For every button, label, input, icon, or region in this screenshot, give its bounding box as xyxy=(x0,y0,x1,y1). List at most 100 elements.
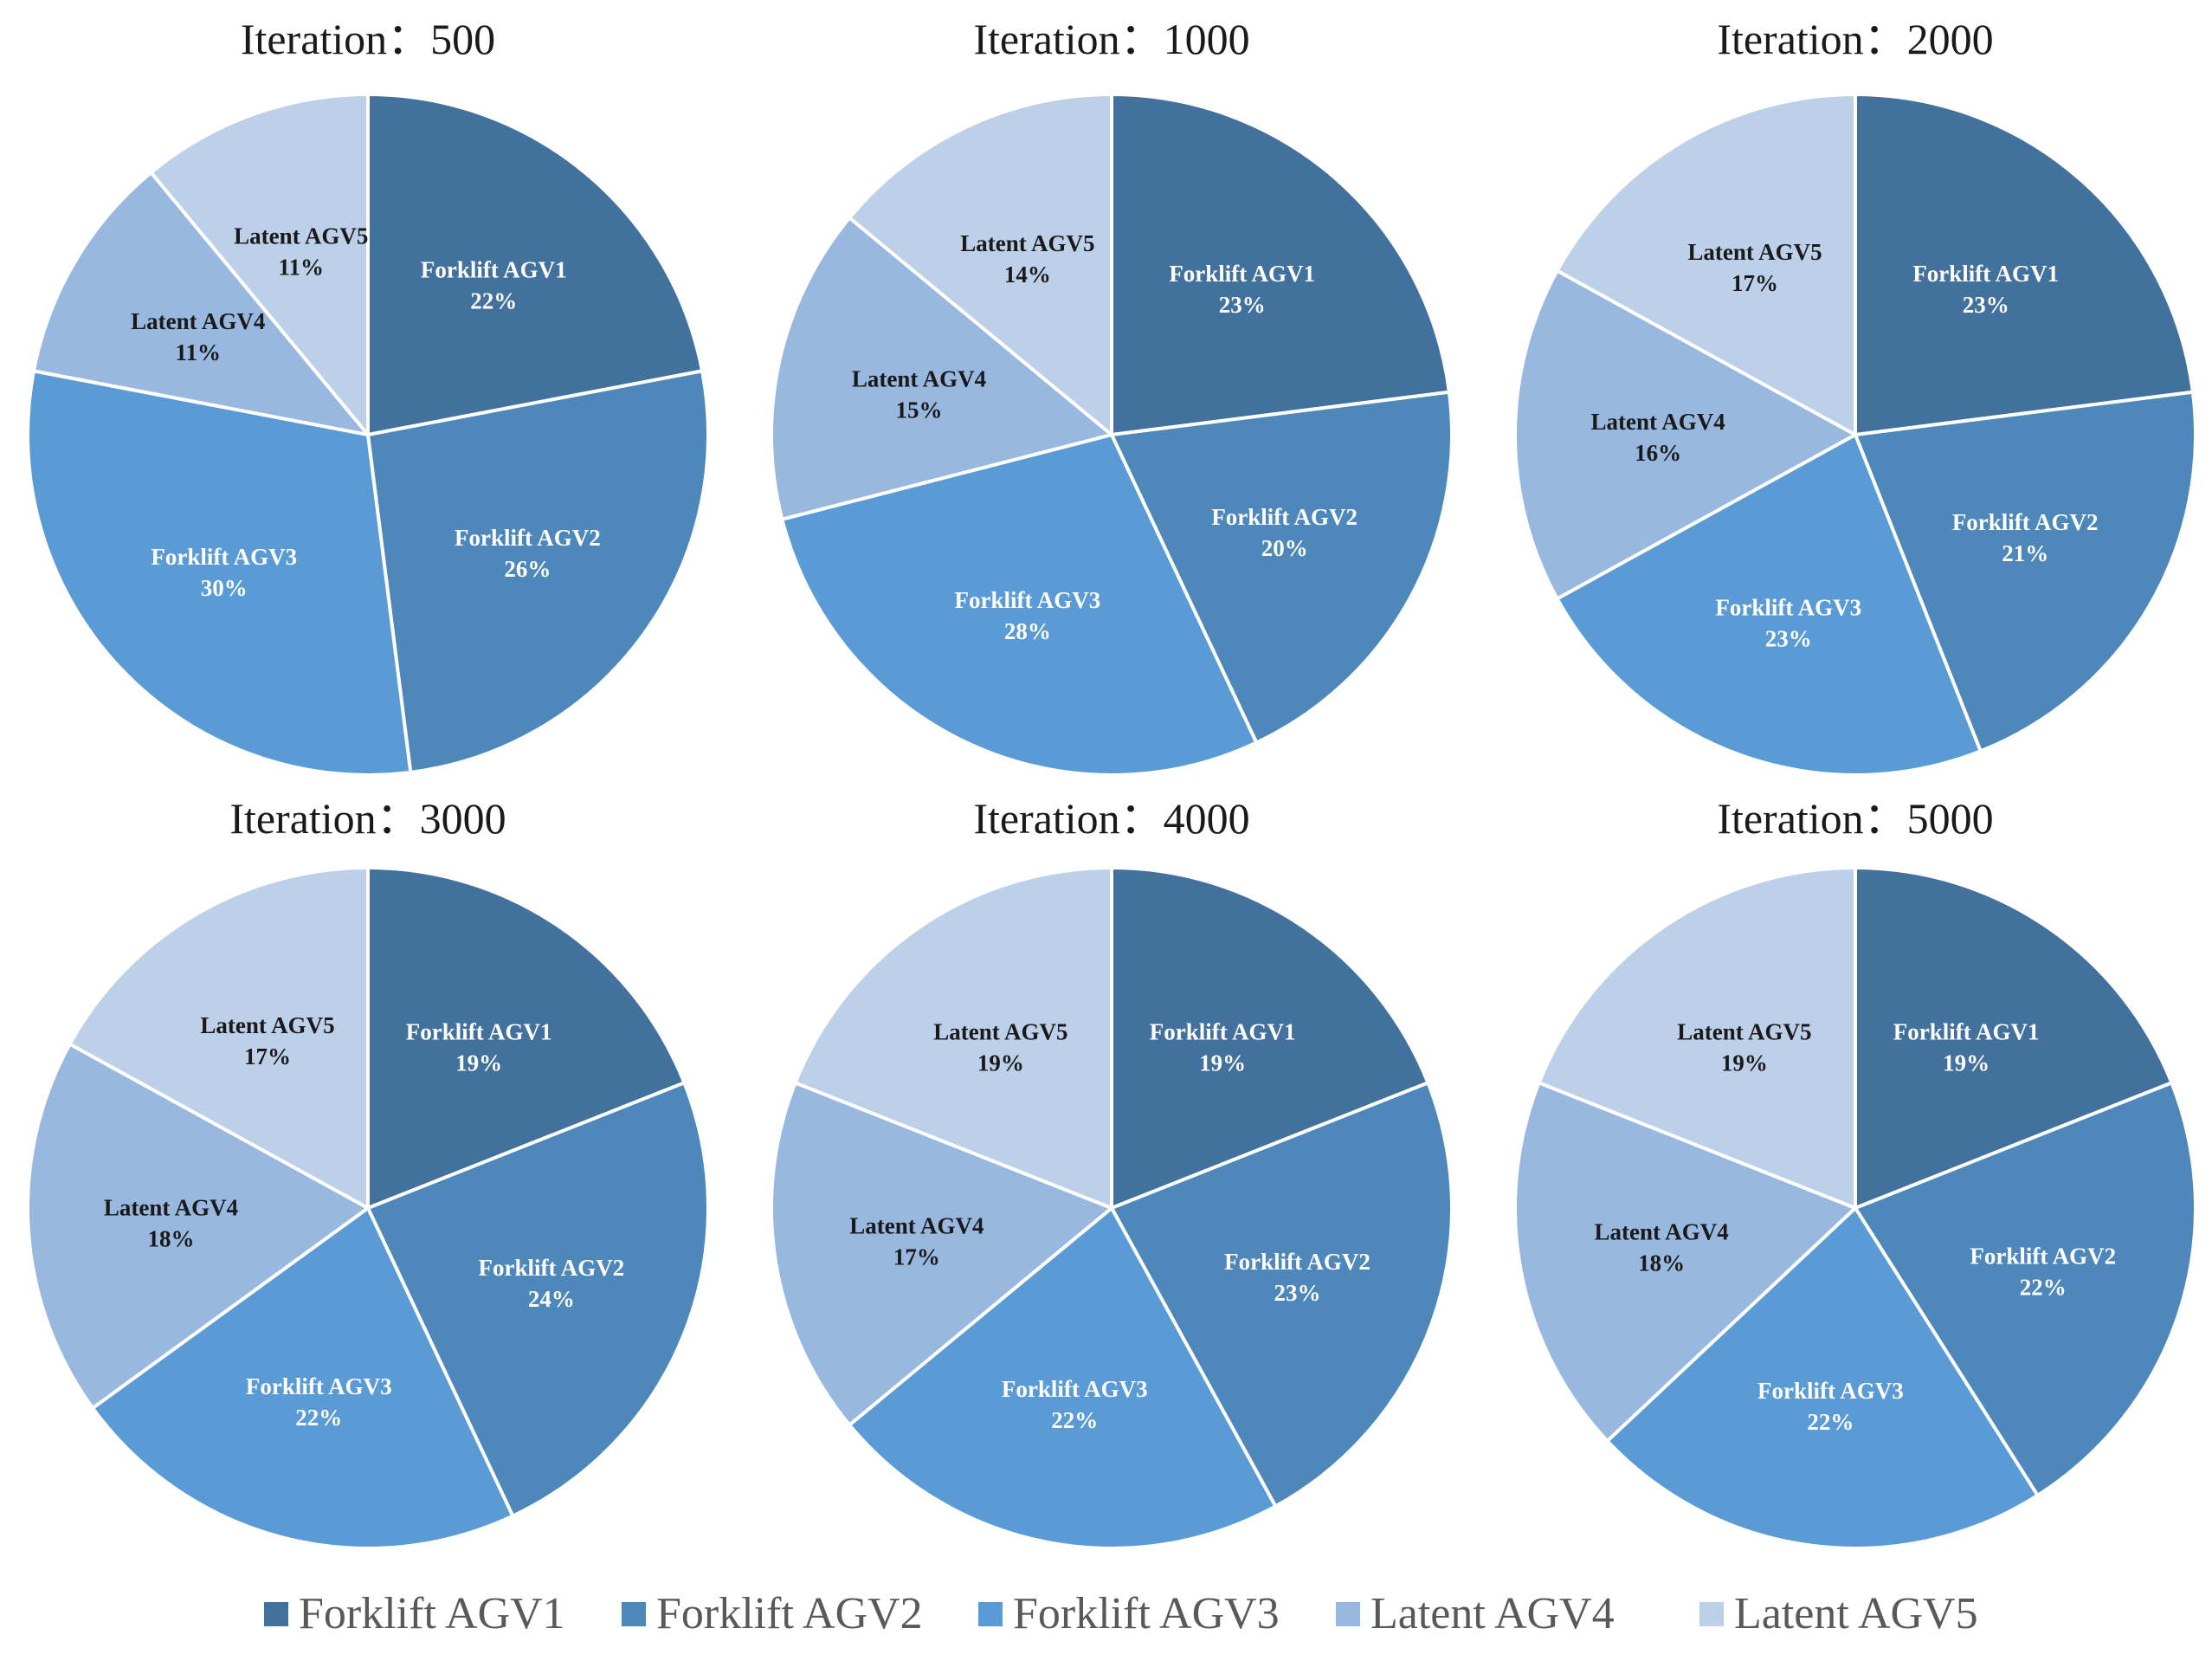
slice-forklift-agv3 xyxy=(1605,1206,2040,1550)
slice-value-latent-agv5: 19% xyxy=(1721,1050,1768,1076)
slice-forklift-agv1 xyxy=(1110,866,1430,1210)
pie-chart-1: Iteration：500 Forklift AGV1 22% Forklift AG… xyxy=(26,15,710,777)
slice-value-forklift-agv1: 22% xyxy=(470,288,517,313)
slice-label-forklift-agv3: Forklift AGV3 xyxy=(151,544,297,570)
slice-value-forklift-agv1: 19% xyxy=(1199,1050,1246,1076)
slice-latent-agv4 xyxy=(26,1042,370,1410)
slice-label-latent-agv4: Latent AGV4 xyxy=(104,1194,238,1220)
slice-label-forklift-agv2: Forklift AGV2 xyxy=(455,525,601,551)
slice-label-latent-agv5: Latent AGV5 xyxy=(200,1012,334,1038)
slice-forklift-agv3 xyxy=(1555,433,1983,777)
legend-label: Forklift AGV1 xyxy=(299,1589,565,1638)
chart-title: Iteration：5000 xyxy=(1717,794,1993,843)
slice-value-latent-agv5: 14% xyxy=(1004,262,1051,288)
slice-value-forklift-agv3: 30% xyxy=(201,575,248,601)
slice-label-latent-agv4: Latent AGV4 xyxy=(849,1213,983,1239)
slice-latent-agv5 xyxy=(1537,866,1857,1210)
slice-value-forklift-agv3: 22% xyxy=(1807,1409,1854,1435)
legend-swatch xyxy=(1336,1602,1360,1626)
slice-latent-agv5 xyxy=(793,866,1113,1210)
slice-label-forklift-agv1: Forklift AGV1 xyxy=(406,1019,552,1045)
slice-latent-agv4 xyxy=(1513,1081,1857,1444)
chart-title: Iteration：3000 xyxy=(229,794,506,843)
pie-chart-4: Iteration：3000 Forklift AGV1 19% Forklift A… xyxy=(26,794,710,1550)
slice-forklift-agv3 xyxy=(26,369,413,777)
slice-forklift-agv1 xyxy=(1854,866,2174,1210)
legend-item-latent-agv5: Latent AGV5 xyxy=(1699,1589,1978,1638)
slice-label-forklift-agv1: Forklift AGV1 xyxy=(1169,261,1315,287)
slice-label-forklift-agv1: Forklift AGV1 xyxy=(1912,261,2059,287)
slice-label-forklift-agv1: Forklift AGV1 xyxy=(1893,1019,2040,1045)
legend-swatch xyxy=(264,1602,288,1626)
slice-label-forklift-agv3: Forklift AGV3 xyxy=(955,587,1101,613)
legend-label: Forklift AGV2 xyxy=(656,1589,923,1638)
slice-value-forklift-agv1: 23% xyxy=(1963,292,2009,318)
slice-value-forklift-agv3: 22% xyxy=(1051,1407,1098,1433)
slice-label-latent-agv5: Latent AGV5 xyxy=(1677,1019,1811,1045)
slice-value-forklift-agv2: 22% xyxy=(2020,1274,2067,1300)
slice-value-forklift-agv3: 28% xyxy=(1004,618,1051,644)
slice-forklift-agv2 xyxy=(1110,390,1454,745)
slice-value-latent-agv4: 18% xyxy=(148,1225,195,1251)
slice-value-latent-agv5: 11% xyxy=(279,255,325,281)
slice-forklift-agv2 xyxy=(1854,1081,2197,1497)
slice-forklift-agv1 xyxy=(1854,93,2195,436)
slice-label-forklift-agv3: Forklift AGV3 xyxy=(1002,1376,1148,1402)
slice-forklift-agv3 xyxy=(91,1206,515,1550)
slice-forklift-agv2 xyxy=(1854,390,2197,753)
slice-value-forklift-agv2: 23% xyxy=(1274,1280,1321,1306)
chart-title: Iteration：2000 xyxy=(1717,15,1993,63)
slice-value-latent-agv4: 18% xyxy=(1638,1250,1685,1276)
slice-latent-agv5 xyxy=(68,866,370,1210)
legend-label: Forklift AGV3 xyxy=(1013,1589,1280,1638)
slice-forklift-agv1 xyxy=(366,866,687,1210)
chart-title: Iteration：4000 xyxy=(973,794,1249,843)
slice-value-forklift-agv2: 26% xyxy=(504,556,551,582)
legend-swatch xyxy=(1699,1602,1724,1626)
chart-title: Iteration：500 xyxy=(241,15,495,63)
chart-title: Iteration：1000 xyxy=(973,15,1249,63)
legend-label: Latent AGV5 xyxy=(1734,1589,1978,1638)
slice-latent-agv5 xyxy=(1555,93,1857,436)
slice-forklift-agv1 xyxy=(1110,93,1451,436)
slice-label-latent-agv5: Latent AGV5 xyxy=(960,230,1094,256)
legend-label: Latent AGV4 xyxy=(1370,1589,1615,1638)
slice-value-forklift-agv1: 23% xyxy=(1219,292,1266,318)
slice-value-latent-agv4: 17% xyxy=(893,1244,940,1270)
slice-value-forklift-agv2: 21% xyxy=(2002,540,2048,566)
legend-swatch xyxy=(622,1602,646,1626)
slice-label-latent-agv5: Latent AGV5 xyxy=(234,223,368,249)
slice-label-latent-agv4: Latent AGV4 xyxy=(852,365,986,391)
slice-latent-agv4 xyxy=(1512,268,1857,601)
slice-label-latent-agv4: Latent AGV4 xyxy=(131,308,265,334)
slice-label-forklift-agv3: Forklift AGV3 xyxy=(246,1373,392,1399)
slice-value-forklift-agv3: 23% xyxy=(1765,626,1812,652)
slice-value-latent-agv5: 17% xyxy=(1732,270,1778,296)
slice-forklift-agv1 xyxy=(366,93,705,436)
slice-forklift-agv2 xyxy=(1110,1081,1454,1509)
legend: Forklift AGV1 Forklift AGV2 Forklift AGV3 L… xyxy=(264,1589,1978,1638)
slice-label-forklift-agv1: Forklift AGV1 xyxy=(1150,1019,1296,1045)
slice-value-latent-agv5: 19% xyxy=(977,1050,1024,1076)
slice-label-latent-agv4: Latent AGV4 xyxy=(1594,1219,1728,1245)
slice-latent-agv4 xyxy=(770,1081,1113,1427)
legend-item-latent-agv4: Latent AGV4 xyxy=(1336,1589,1615,1638)
slice-label-forklift-agv2: Forklift AGV2 xyxy=(1224,1249,1370,1275)
pie-chart-6: Iteration：5000 Forklift AGV1 19% Forklift A… xyxy=(1513,794,2197,1550)
slice-label-latent-agv4: Latent AGV4 xyxy=(1590,409,1725,435)
slice-value-forklift-agv1: 19% xyxy=(1943,1050,1990,1076)
slice-label-forklift-agv2: Forklift AGV2 xyxy=(1211,504,1358,530)
slice-label-forklift-agv3: Forklift AGV3 xyxy=(1757,1378,1904,1404)
pie-chart-3: Iteration：2000 Forklift AGV1 23% Forklift A… xyxy=(1512,15,2197,777)
slice-value-latent-agv4: 15% xyxy=(896,397,943,423)
slice-label-forklift-agv3: Forklift AGV3 xyxy=(1715,595,1861,621)
slice-value-latent-agv4: 11% xyxy=(176,339,222,365)
slice-latent-agv4 xyxy=(31,171,370,436)
slice-latent-agv4 xyxy=(770,216,1113,521)
slice-latent-agv5 xyxy=(848,93,1113,436)
slice-forklift-agv2 xyxy=(366,1081,710,1518)
slice-label-forklift-agv2: Forklift AGV2 xyxy=(1952,509,2099,535)
legend-item-forklift-agv2: Forklift AGV2 xyxy=(622,1589,923,1638)
slice-label-latent-agv5: Latent AGV5 xyxy=(933,1019,1067,1045)
